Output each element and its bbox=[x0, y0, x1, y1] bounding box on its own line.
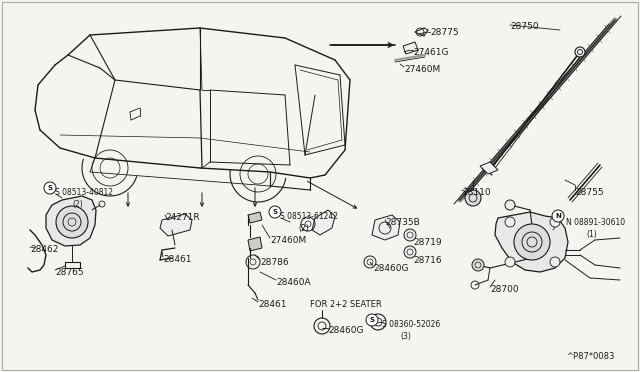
Text: (3): (3) bbox=[400, 332, 411, 341]
Text: 28735B: 28735B bbox=[385, 218, 420, 227]
Text: 28719: 28719 bbox=[413, 238, 442, 247]
Text: (1): (1) bbox=[586, 230, 596, 239]
Text: S: S bbox=[369, 317, 374, 323]
Text: ^P87*0083: ^P87*0083 bbox=[566, 352, 614, 361]
Polygon shape bbox=[46, 196, 96, 246]
Text: 28462: 28462 bbox=[30, 245, 58, 254]
Circle shape bbox=[505, 200, 515, 210]
Text: 28750: 28750 bbox=[510, 22, 539, 31]
Polygon shape bbox=[312, 210, 335, 235]
Circle shape bbox=[552, 210, 564, 222]
Text: 28700: 28700 bbox=[490, 285, 518, 294]
Circle shape bbox=[44, 182, 56, 194]
Polygon shape bbox=[480, 162, 498, 174]
Text: 28755: 28755 bbox=[575, 188, 604, 197]
Text: 27460M: 27460M bbox=[270, 236, 307, 245]
Circle shape bbox=[404, 246, 416, 258]
Circle shape bbox=[366, 314, 378, 326]
Text: 28786: 28786 bbox=[260, 258, 289, 267]
Polygon shape bbox=[495, 212, 568, 272]
Circle shape bbox=[505, 217, 515, 227]
Circle shape bbox=[472, 259, 484, 271]
Circle shape bbox=[505, 257, 515, 267]
Text: (2): (2) bbox=[298, 224, 308, 233]
Text: 28765: 28765 bbox=[55, 268, 84, 277]
Circle shape bbox=[269, 206, 281, 218]
Text: 24271R: 24271R bbox=[165, 213, 200, 222]
Polygon shape bbox=[403, 42, 418, 54]
Polygon shape bbox=[160, 214, 192, 236]
Text: N: N bbox=[555, 213, 561, 219]
Text: (2): (2) bbox=[72, 200, 83, 209]
Text: 27460M: 27460M bbox=[404, 65, 440, 74]
Text: 28461: 28461 bbox=[258, 300, 287, 309]
Circle shape bbox=[550, 217, 560, 227]
Text: 28110: 28110 bbox=[462, 188, 491, 197]
Circle shape bbox=[514, 224, 550, 260]
Circle shape bbox=[575, 47, 585, 57]
Polygon shape bbox=[248, 237, 262, 251]
Text: 28460A: 28460A bbox=[276, 278, 310, 287]
Text: FOR 2+2 SEATER: FOR 2+2 SEATER bbox=[310, 300, 381, 309]
Text: 28461: 28461 bbox=[163, 255, 191, 264]
Circle shape bbox=[465, 190, 481, 206]
Text: 28460G: 28460G bbox=[373, 264, 408, 273]
Circle shape bbox=[56, 206, 88, 238]
Text: 28716: 28716 bbox=[413, 256, 442, 265]
Circle shape bbox=[550, 257, 560, 267]
Text: S 08513-40812: S 08513-40812 bbox=[55, 188, 113, 197]
Polygon shape bbox=[248, 212, 262, 223]
Text: S: S bbox=[47, 185, 52, 191]
Text: S 08513-61242: S 08513-61242 bbox=[280, 212, 338, 221]
Text: 28775: 28775 bbox=[430, 28, 459, 37]
Text: S: S bbox=[273, 209, 278, 215]
Circle shape bbox=[404, 229, 416, 241]
Text: 28460G: 28460G bbox=[328, 326, 364, 335]
Text: N 08891-30610: N 08891-30610 bbox=[566, 218, 625, 227]
Text: S 08360-52026: S 08360-52026 bbox=[382, 320, 440, 329]
Text: 27461G: 27461G bbox=[413, 48, 449, 57]
Polygon shape bbox=[372, 215, 400, 240]
